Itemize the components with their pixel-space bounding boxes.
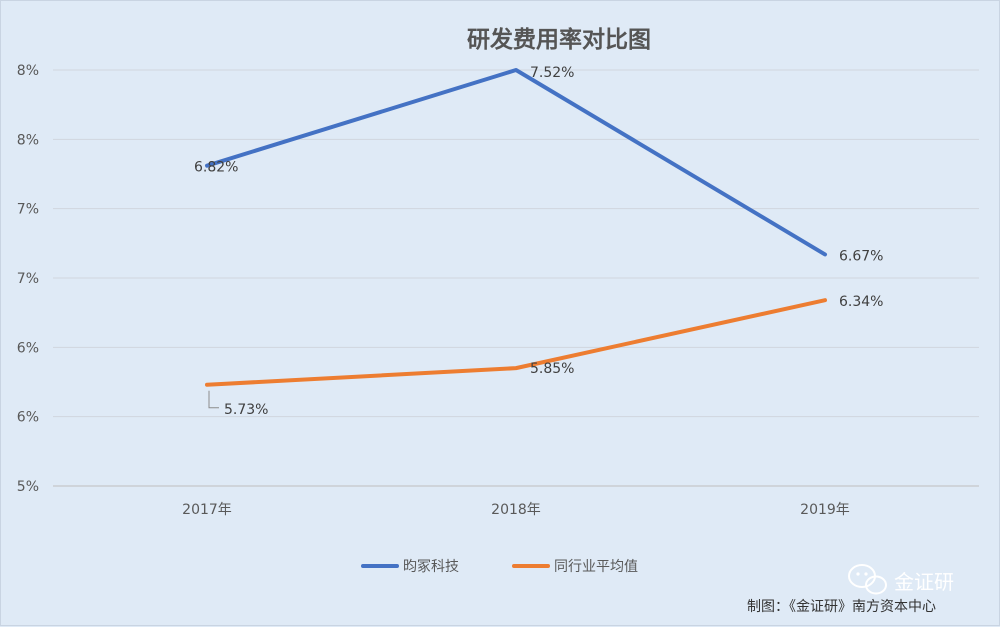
data-label: 6.67% xyxy=(839,248,883,264)
data-label: 5.73% xyxy=(224,402,268,418)
series-lines xyxy=(205,68,827,387)
y-tick-label: 5% xyxy=(17,479,39,495)
chart-credit: 制图：《金证研》南方资本中心 xyxy=(747,599,936,615)
legend-label: 同行业平均值 xyxy=(554,559,638,575)
chat-bubble-icon xyxy=(848,564,887,595)
data-label: 6.34% xyxy=(839,294,883,310)
x-tick-label: 2017年 xyxy=(182,502,232,518)
x-tick-label: 2019年 xyxy=(800,502,850,518)
x-tick-label: 2018年 xyxy=(491,502,541,518)
watermark: 金证研 xyxy=(848,564,954,595)
data-labels: 6.82% 7.52% 6.67% 5.73% 5.85% 6.34% xyxy=(194,65,883,418)
y-axis-ticks: 8% 8% 7% 7% 6% 6% 5% xyxy=(17,63,39,495)
y-tick-label: 8% xyxy=(17,132,39,148)
x-axis-ticks: 2017年 2018年 2019年 xyxy=(182,502,850,518)
series-line-1 xyxy=(205,68,827,257)
y-tick-label: 8% xyxy=(17,63,39,79)
data-label: 5.85% xyxy=(530,361,574,377)
y-tick-label: 7% xyxy=(17,271,39,287)
y-tick-label: 6% xyxy=(17,340,39,356)
data-label: 6.82% xyxy=(194,160,238,176)
legend: 昀冢科技 同行业平均值 xyxy=(361,559,638,575)
y-tick-label: 7% xyxy=(17,202,39,218)
data-label-leader-line xyxy=(208,390,219,409)
gridlines xyxy=(53,69,979,487)
y-tick-label: 6% xyxy=(17,410,39,426)
legend-label: 昀冢科技 xyxy=(403,559,459,575)
series-line-2 xyxy=(205,298,827,387)
data-label: 7.52% xyxy=(530,65,574,81)
watermark-text: 金证研 xyxy=(894,570,954,594)
chart-title: 研发费用率对比图 xyxy=(467,26,651,53)
